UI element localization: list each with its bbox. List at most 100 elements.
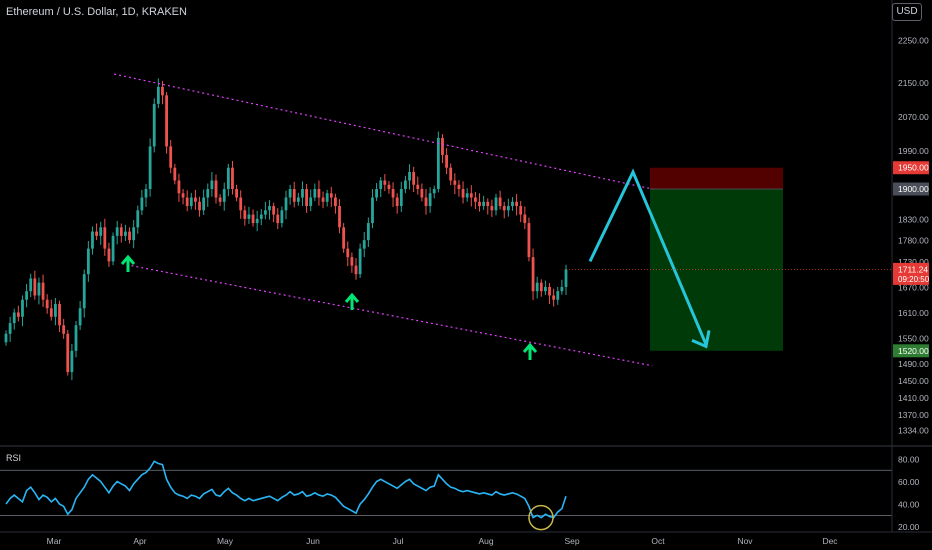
candle-body xyxy=(107,248,111,262)
candle-body xyxy=(424,197,428,207)
target-price-label-bg xyxy=(893,344,929,358)
candle-body xyxy=(194,197,197,202)
candle-body xyxy=(469,193,473,198)
candle-body xyxy=(539,282,543,292)
candle-body xyxy=(247,214,251,219)
candle-body xyxy=(181,193,185,198)
candle-body xyxy=(404,180,407,190)
candle-body xyxy=(453,180,457,185)
candle-body xyxy=(354,265,358,275)
candle-body xyxy=(362,240,366,249)
candle-body xyxy=(387,184,391,190)
candle-body xyxy=(21,299,24,317)
candle-body xyxy=(132,227,136,241)
candle-body xyxy=(564,269,568,287)
candle-body xyxy=(461,189,465,198)
candle-body xyxy=(45,299,49,309)
candle-body xyxy=(511,201,514,207)
candle-body xyxy=(25,291,28,300)
target-price-label: 1520.00 xyxy=(898,346,929,356)
candle-body xyxy=(206,189,210,198)
candle-body xyxy=(251,214,255,224)
candle-body xyxy=(494,197,498,211)
candle-body xyxy=(560,286,564,292)
candle-body xyxy=(432,189,436,194)
candle-body xyxy=(239,197,243,211)
candle-body xyxy=(346,248,350,258)
rsi-line xyxy=(5,460,567,519)
candle-body xyxy=(272,206,276,215)
candle-body xyxy=(152,103,156,147)
stop-price-label-bg xyxy=(893,161,929,175)
countdown-label: 09:20:50 xyxy=(898,275,930,284)
candle-body xyxy=(276,214,280,224)
candle-body xyxy=(177,180,181,194)
candle-body xyxy=(296,197,300,202)
price-tick-label: 1334.00 xyxy=(898,426,929,436)
candle-body xyxy=(136,210,140,228)
candle-body xyxy=(255,218,259,224)
price-tick-label: 1610.00 xyxy=(898,308,929,318)
candle-body xyxy=(428,193,432,207)
candle-body xyxy=(371,197,374,224)
candle-body xyxy=(535,282,539,292)
currency-selector[interactable]: USD xyxy=(892,3,922,21)
candle-body xyxy=(317,189,321,198)
candle-body xyxy=(235,189,238,198)
month-label: Dec xyxy=(822,536,838,546)
month-label: May xyxy=(217,536,234,546)
candle-body xyxy=(202,197,206,211)
candle-body xyxy=(342,227,346,249)
rsi-tick-label: 40.00 xyxy=(898,500,920,510)
candle-body xyxy=(259,214,263,219)
candle-body xyxy=(280,210,284,224)
rsi-tick-label: 80.00 xyxy=(898,455,920,465)
candle-body xyxy=(210,180,214,190)
candle-body xyxy=(165,95,168,147)
candle-body xyxy=(395,197,399,207)
price-tick-label: 1670.00 xyxy=(898,282,929,292)
price-tick-label: 1730.00 xyxy=(898,257,929,267)
candle-body xyxy=(103,227,107,249)
current-price-label: 1711.24 xyxy=(898,264,928,274)
entry-price-label-bg xyxy=(893,182,929,196)
candle-body xyxy=(515,201,518,207)
candle-body xyxy=(408,171,411,181)
candle-body xyxy=(66,333,70,373)
candle-body xyxy=(465,193,469,198)
price-tick-label: 1780.00 xyxy=(898,236,929,246)
price-tick-label: 2150.00 xyxy=(898,78,929,88)
take-profit-zone xyxy=(650,189,783,351)
pivot-arrow-head xyxy=(120,254,136,265)
price-tick-label: 1550.00 xyxy=(898,334,929,344)
candle-body xyxy=(185,197,189,207)
candle-body xyxy=(284,197,288,211)
candle-body xyxy=(556,291,560,300)
month-label: Oct xyxy=(651,536,665,546)
stop-price-label: 1950.00 xyxy=(898,163,929,173)
pivot-arrow-head xyxy=(522,342,538,353)
candle-body xyxy=(268,206,271,211)
candle-body xyxy=(189,197,193,207)
price-tick-label: 1370.00 xyxy=(898,410,929,420)
candle-body xyxy=(416,184,420,190)
candle-body xyxy=(325,193,329,202)
candle-body xyxy=(161,86,164,96)
candle-body xyxy=(29,278,33,292)
candle-body xyxy=(214,180,218,198)
candle-body xyxy=(391,189,395,198)
month-label: Nov xyxy=(737,536,753,546)
candle-body xyxy=(338,206,341,228)
candle-body xyxy=(12,312,16,324)
candle-body xyxy=(70,350,74,373)
candle-body xyxy=(309,197,313,207)
candle-body xyxy=(305,189,308,207)
candle-body xyxy=(58,303,61,326)
channel-lower-line xyxy=(131,265,653,367)
candle-body xyxy=(478,201,481,207)
candle-body xyxy=(218,197,222,202)
candle-body xyxy=(548,286,551,296)
entry-price-label: 1900.00 xyxy=(898,184,929,194)
